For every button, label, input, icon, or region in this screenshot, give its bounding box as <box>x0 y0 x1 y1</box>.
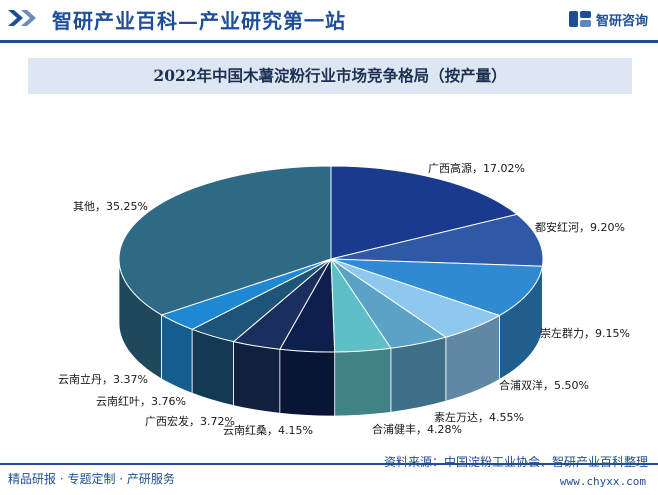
pie-wall-云南红叶 <box>191 328 234 407</box>
pie-slice-都安红河 <box>330 213 544 267</box>
footer-divider <box>0 463 658 465</box>
header-title: 智研产业百科—产业研究第一站 <box>52 9 346 33</box>
pie-label-合浦双洋: 合浦双洋，5.50% <box>499 378 589 392</box>
pie-label-素左万达: 素左万达，4.55% <box>434 411 524 424</box>
pie-label-云南红叶: 云南红叶，3.76% <box>96 395 186 408</box>
pie-label-都安红河: 都安红河，9.20% <box>535 220 625 234</box>
pie-wall-广西宏发 <box>233 341 281 414</box>
pie-label-合浦健丰: 合浦健丰，4.28% <box>372 422 462 436</box>
brand-logo-icon <box>568 11 591 27</box>
pie-wall-合浦健丰 <box>334 347 392 417</box>
pie-label-云南立丹: 云南立丹，3.37% <box>58 372 148 386</box>
brand-name: 智研咨询 <box>595 13 648 29</box>
header-arrows-icon <box>8 10 36 26</box>
pie-label-广西宏发: 广西宏发，3.72% <box>145 414 235 428</box>
header-divider <box>0 40 658 43</box>
pie-slice-广西高源 <box>330 165 519 260</box>
pie-wall-素左万达 <box>390 336 447 413</box>
chart-title: 2022年中国木薯淀粉行业市场竞争格局（按产量） <box>153 66 507 85</box>
footer: 精品研报 · 专题定制 · 产研服务 资料来源：中国淀粉工业协会、智研产业百科整… <box>0 455 658 495</box>
pie-label-其他: 其他，35.25% <box>73 200 148 213</box>
pie-slice-崇左群力 <box>330 258 543 317</box>
pie-label-云南红桑: 云南红桑，4.15% <box>223 424 313 437</box>
footer-services: 精品研报 · 专题定制 · 产研服务 <box>8 472 175 486</box>
pie-label-广西高源: 广西高源，17.02% <box>428 161 525 175</box>
data-source: 资料来源：中国淀粉工业协会、智研产业百科整理 <box>383 455 648 469</box>
chart-title-box: 2022年中国木薯淀粉行业市场竞争格局（按产量） <box>28 58 632 94</box>
header: 智研产业百科—产业研究第一站 智研咨询 <box>0 0 658 40</box>
brand: 智研咨询 <box>568 8 648 30</box>
pie-wall-云南红桑 <box>279 348 336 417</box>
website-url: www.chyxx.com <box>559 475 646 488</box>
pie-slice-其他 <box>118 165 332 316</box>
pie-label-崇左群力: 崇左群力，9.15% <box>540 326 630 340</box>
